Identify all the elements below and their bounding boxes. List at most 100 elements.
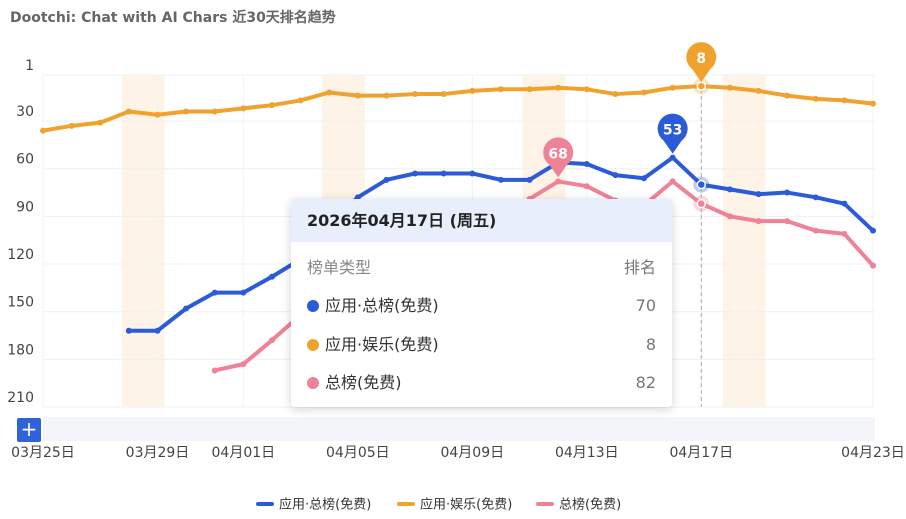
data-point <box>841 97 848 104</box>
data-point <box>497 86 504 93</box>
legend-item[interactable]: 应用·总榜(免费) <box>256 497 371 513</box>
data-point <box>326 89 333 96</box>
y-tick-label: 60 <box>16 152 34 168</box>
data-point <box>755 87 762 94</box>
y-tick-label: 150 <box>7 295 34 311</box>
data-point <box>669 154 676 161</box>
data-point <box>612 91 619 98</box>
x-tick-label: 03月25日 <box>11 445 75 461</box>
pin-label: 68 <box>548 146 567 162</box>
tooltip-series-name: 应用·娱乐(免费) <box>325 334 439 354</box>
data-point <box>583 86 590 93</box>
x-tick-label: 03月29日 <box>126 445 190 461</box>
data-point <box>440 91 447 98</box>
tooltip-col: 排名 <box>623 258 656 277</box>
tooltip: 2026年04月17日 (周五) 榜单类型 排名 应用·总榜(免费) 70 应用·娱… <box>291 199 672 407</box>
pin <box>543 137 574 178</box>
data-point <box>784 92 791 99</box>
tooltip-row: 应用·娱乐(免费) 8 <box>307 334 656 356</box>
data-point <box>726 213 733 220</box>
data-point <box>40 127 46 134</box>
tooltip-value: 8 <box>645 334 656 354</box>
data-point <box>412 170 419 177</box>
add-button[interactable]: + <box>17 418 41 442</box>
data-point <box>97 119 104 126</box>
zoom-slider[interactable] <box>43 417 875 441</box>
data-point <box>183 305 190 312</box>
data-point <box>755 191 762 198</box>
data-point <box>268 102 275 109</box>
data-point <box>641 89 648 96</box>
data-point <box>784 189 791 196</box>
x-tick-label: 04月05日 <box>326 445 390 461</box>
tooltip-series-name: 总榜(免费) <box>325 373 402 392</box>
hover-point <box>696 198 707 209</box>
data-point <box>755 218 762 225</box>
data-point <box>211 367 218 374</box>
data-point <box>669 84 676 91</box>
data-point <box>240 289 247 296</box>
legend-swatch <box>397 502 415 506</box>
data-point <box>68 122 75 129</box>
data-point <box>555 178 562 185</box>
data-point <box>297 97 304 104</box>
data-point <box>526 176 533 183</box>
data-point <box>469 170 476 177</box>
data-point <box>583 183 590 190</box>
data-point <box>784 218 791 225</box>
data-point <box>240 105 247 112</box>
legend-label: 应用·总榜(免费) <box>279 497 371 513</box>
tooltip-value: 82 <box>635 373 656 392</box>
data-point <box>870 227 876 234</box>
legend-swatch <box>256 502 274 506</box>
tooltip-col: 榜单类型 <box>307 258 372 277</box>
tooltip-dot <box>307 338 319 351</box>
legend-label: 应用·娱乐(免费) <box>420 497 512 513</box>
data-point <box>812 194 819 201</box>
y-tick-label: 1 <box>25 58 34 74</box>
data-point <box>412 91 419 98</box>
pin <box>686 42 717 83</box>
legend-item[interactable]: 总榜(免费) <box>536 497 621 513</box>
weekend-band <box>722 75 766 407</box>
data-point <box>240 361 247 368</box>
data-point <box>469 87 476 94</box>
series-line <box>42 84 874 133</box>
data-point <box>354 194 361 201</box>
data-point <box>154 327 161 334</box>
pin-label: 53 <box>663 123 682 139</box>
data-point <box>726 84 733 91</box>
x-tick-label: 04月01日 <box>212 445 276 461</box>
data-point <box>555 84 562 91</box>
data-point <box>870 100 876 107</box>
tooltip-value: 70 <box>635 296 656 315</box>
x-tick-label: 04月17日 <box>669 445 733 461</box>
hover-point <box>696 81 707 91</box>
data-point <box>268 273 275 280</box>
data-point <box>497 176 504 183</box>
tooltip-header: 榜单类型 排名 <box>307 257 656 279</box>
data-point <box>211 289 218 296</box>
data-point <box>641 175 648 182</box>
tooltip-title: 2026年04月17日 (周五) <box>291 199 672 242</box>
data-point <box>440 170 447 177</box>
legend-item[interactable]: 应用·娱乐(免费) <box>397 497 512 513</box>
data-point <box>841 230 848 237</box>
y-tick-label: 210 <box>7 390 34 406</box>
data-point <box>268 337 275 344</box>
data-point <box>669 178 676 185</box>
data-point <box>125 108 132 115</box>
pin <box>657 113 688 154</box>
data-point <box>812 95 819 102</box>
tooltip-dot <box>307 377 319 389</box>
y-tick-label: 120 <box>7 247 34 263</box>
y-tick-label: 30 <box>16 104 34 120</box>
data-point <box>612 172 619 179</box>
tooltip-dot <box>307 300 319 312</box>
data-point <box>870 262 876 269</box>
data-point <box>841 200 848 207</box>
data-point <box>812 227 819 234</box>
data-point <box>125 327 132 334</box>
x-tick-label: 04月09日 <box>440 445 504 461</box>
